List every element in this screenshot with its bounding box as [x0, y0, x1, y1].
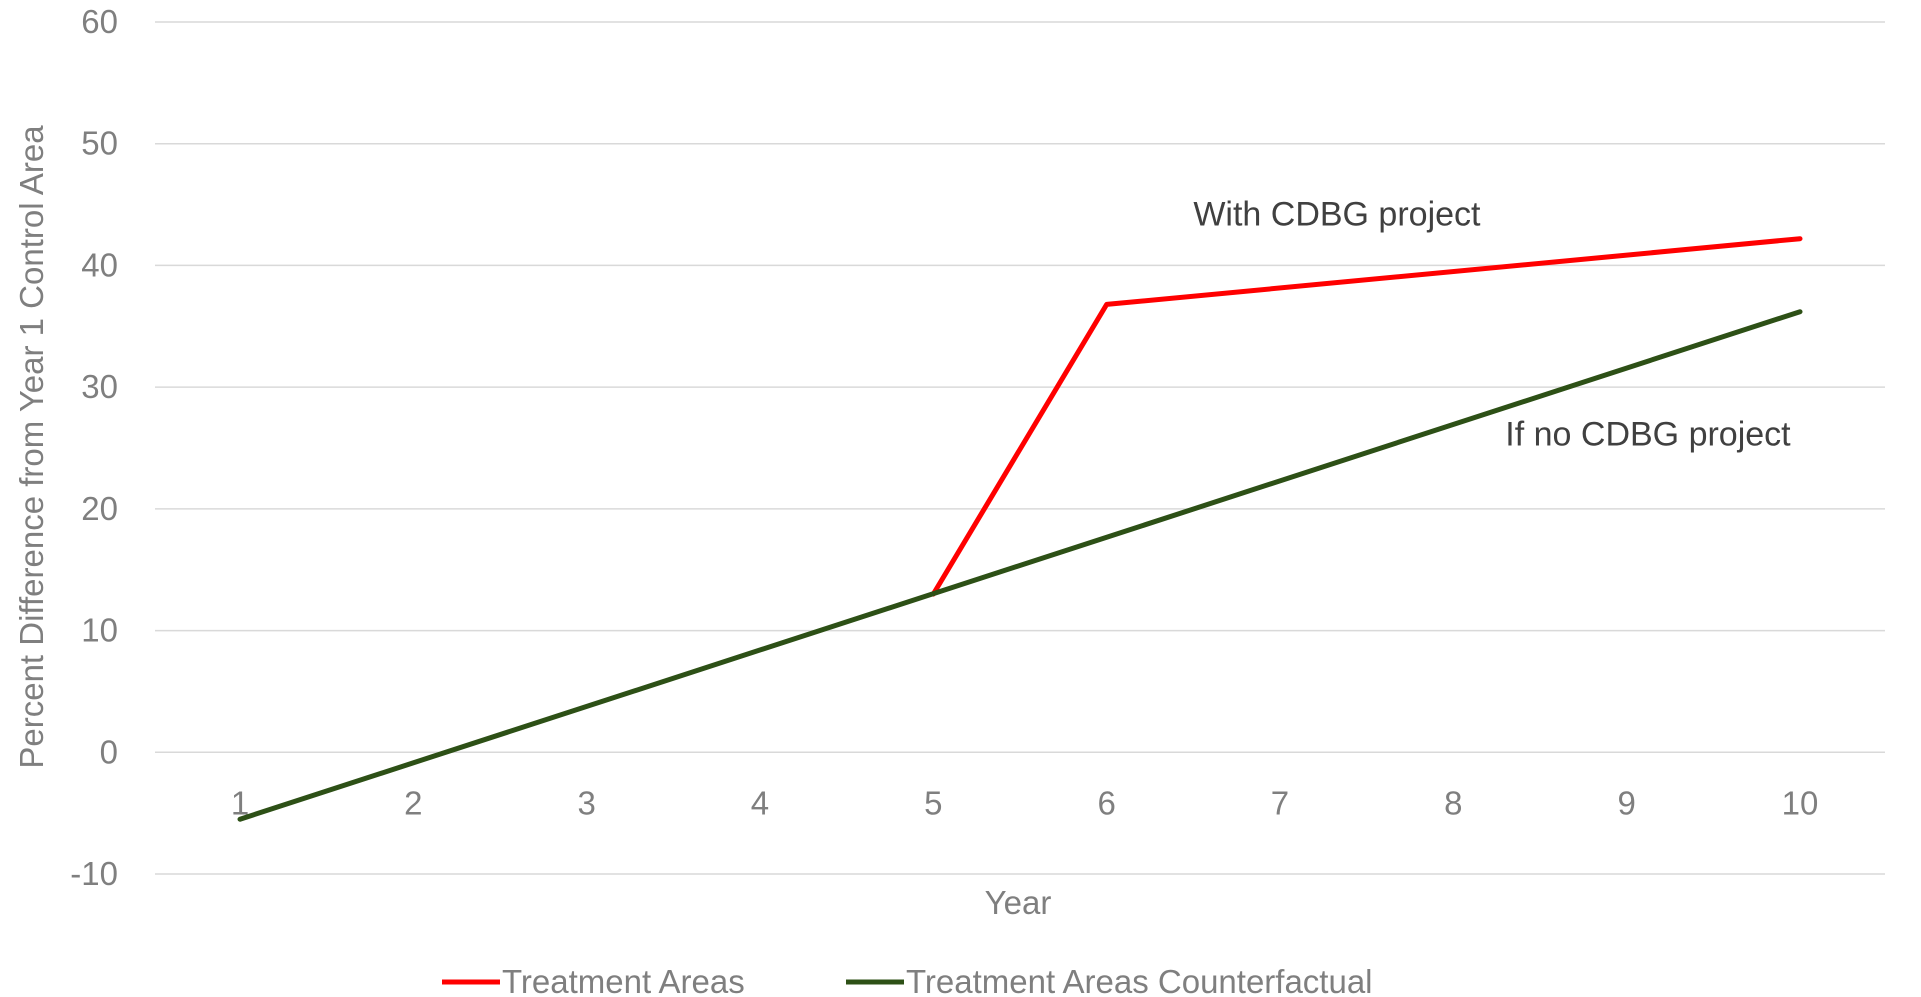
y-tick-label: -10	[70, 855, 118, 892]
series-lines	[237, 236, 1803, 822]
y-tick-label: 40	[81, 246, 118, 283]
x-axis-ticks: 1 2 3 4 5 6 7 8 9 10	[231, 784, 1819, 821]
y-tick-label: 60	[81, 3, 118, 40]
legend: Treatment Areas Treatment Areas Counterf…	[442, 963, 1373, 997]
y-axis-ticks: 60 50 40 30 20 10 0 -10	[70, 3, 118, 892]
x-tick-label: 6	[1097, 784, 1115, 821]
x-axis-title: Year	[985, 884, 1052, 921]
y-tick-label: 30	[81, 368, 118, 405]
x-tick-label: 1	[231, 784, 249, 821]
y-axis-title: Percent Difference from Year 1 Control A…	[13, 125, 50, 769]
x-tick-label: 8	[1444, 784, 1462, 821]
x-tick-label: 3	[577, 784, 595, 821]
series-line-treatment-areas	[930, 236, 1803, 597]
x-tick-label: 10	[1782, 784, 1819, 821]
x-tick-label: 9	[1617, 784, 1635, 821]
series-line-treatment-areas-counterfactual	[237, 309, 1803, 822]
annotations: With CDBG project If no CDBG project	[1193, 195, 1791, 453]
x-tick-label: 4	[751, 784, 769, 821]
annotation-label: With CDBG project	[1193, 195, 1481, 233]
legend-label-treatment-areas: Treatment Areas	[502, 963, 745, 997]
x-tick-label: 7	[1271, 784, 1289, 821]
y-tick-label: 20	[81, 490, 118, 527]
y-tick-label: 10	[81, 612, 118, 649]
y-tick-label: 50	[81, 125, 118, 162]
legend-label-treatment-areas-counterfactual: Treatment Areas Counterfactual	[906, 963, 1373, 997]
x-tick-label: 5	[924, 784, 942, 821]
annotation-label: If no CDBG project	[1505, 416, 1791, 454]
x-tick-label: 2	[404, 784, 422, 821]
y-tick-label: 0	[100, 733, 118, 770]
